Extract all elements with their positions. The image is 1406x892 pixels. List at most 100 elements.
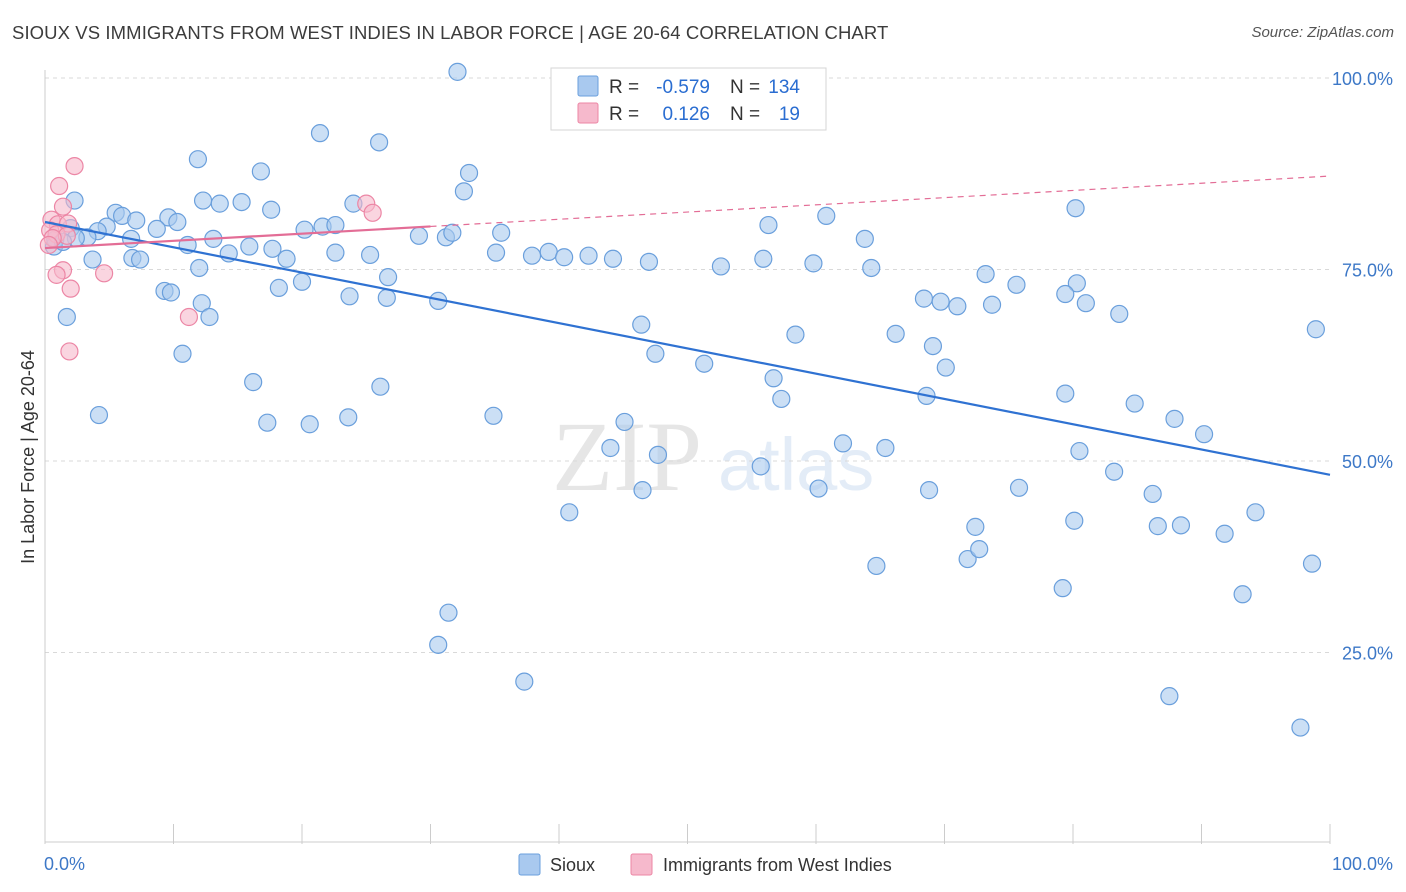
west-indies-point-0 [65, 156, 84, 176]
sioux-point-78 [982, 295, 1002, 314]
sioux-point-110 [876, 438, 895, 458]
sioux-point-126 [958, 549, 977, 569]
sioux-point-135 [1291, 718, 1310, 737]
y-tick-label-50: 50.0% [1342, 452, 1393, 472]
sioux-point-43 [83, 250, 102, 269]
sioux-point-28 [409, 226, 429, 245]
sioux-point-16 [168, 212, 187, 232]
sioux-point-66 [976, 264, 995, 284]
sioux-point-3 [188, 150, 208, 169]
sioux-point-106 [833, 434, 853, 453]
legend-r-value-west-indies: 0.126 [662, 104, 710, 125]
sioux-point-30 [443, 223, 462, 242]
sioux-point-85 [886, 324, 905, 343]
sioux-point-97 [89, 405, 109, 425]
sioux-point-18 [817, 206, 836, 225]
sioux-point-67 [1007, 275, 1026, 294]
x-tick-label-max: 100.0% [1332, 854, 1393, 874]
sioux-point-5 [459, 163, 479, 183]
sioux-point-129 [1302, 554, 1322, 573]
y-tick-label-25: 25.0% [1342, 644, 1393, 664]
x-ticks [44, 824, 1331, 844]
sioux-point-119 [966, 517, 985, 536]
sioux-point-134 [1233, 585, 1252, 604]
sioux-point-91 [936, 358, 955, 377]
sioux-point-52 [522, 246, 542, 265]
sioux-trend-line [44, 220, 1331, 476]
sioux-point-55 [579, 246, 598, 265]
sioux-point-101 [484, 406, 503, 425]
west-indies-trend-line-extension [430, 175, 1331, 228]
sioux-point-111 [1070, 441, 1089, 461]
sioux-point-14 [127, 211, 146, 230]
sioux-point-121 [1148, 517, 1167, 536]
sioux-point-90 [764, 369, 783, 388]
sioux-point-115 [919, 481, 939, 500]
sioux-point-25 [295, 220, 314, 239]
sioux-point-23 [147, 219, 166, 239]
sioux-point-125 [867, 556, 886, 576]
legend-n-value-west-indies: 19 [779, 104, 800, 125]
sioux-point-80 [57, 307, 76, 327]
sioux-point-114 [809, 479, 828, 498]
legend-r-label-west-indies: R = [609, 104, 639, 125]
sioux-point-6 [454, 182, 474, 201]
sioux-point-124 [1246, 503, 1265, 522]
west-indies-point-18 [60, 342, 79, 361]
sioux-point-65 [378, 268, 398, 287]
chart-title: SIOUX VS IMMIGRANTS FROM WEST INDIES IN … [12, 22, 889, 43]
sioux-point-130 [439, 603, 458, 622]
sioux-point-61 [862, 258, 881, 278]
west-indies-point-17 [179, 307, 199, 327]
legend-n-value-sioux: 134 [768, 77, 800, 98]
sioux-point-74 [914, 289, 934, 308]
bottom-legend-swatch-sioux [518, 853, 541, 876]
sioux-point-64 [292, 272, 312, 291]
legend-swatch-west-indies [577, 102, 599, 124]
west-indies-point-14 [47, 265, 66, 284]
sioux-point-102 [615, 412, 634, 432]
sioux-point-92 [244, 373, 263, 392]
source-label: Source: ZipAtlas.com [1251, 24, 1394, 41]
series-legend: Sioux Immigrants from West Indies [518, 853, 892, 876]
sioux-point-51 [486, 243, 506, 262]
sioux-point-86 [923, 337, 943, 356]
sioux-point-82 [200, 307, 219, 327]
west-indies-trend-line [44, 225, 431, 250]
sioux-point-133 [1160, 687, 1179, 706]
sioux-point-132 [515, 672, 534, 691]
sioux-point-120 [1065, 511, 1084, 530]
sioux-point-113 [633, 481, 652, 500]
sioux-point-89 [695, 354, 714, 373]
sioux-point-122 [1171, 516, 1191, 535]
sioux-point-116 [1009, 478, 1029, 497]
sioux-point-70 [269, 278, 288, 297]
sioux-point-62 [1067, 274, 1086, 293]
sioux-point-40 [263, 239, 282, 258]
bottom-legend-swatch-west-indies [630, 853, 653, 876]
sioux-point-88 [646, 344, 665, 363]
sioux-point-10 [232, 192, 251, 212]
sioux-point-0 [448, 62, 467, 81]
sioux-point-76 [948, 297, 967, 316]
correlation-legend: R = -0.579 N = 134 R = 0.126 N = 19 [550, 67, 827, 131]
sioux-point-1 [310, 124, 330, 143]
sioux-point-127 [970, 539, 989, 559]
sioux-point-60 [804, 254, 823, 273]
sioux-point-57 [639, 252, 659, 271]
sioux-point-77 [1076, 294, 1095, 313]
west-indies-point-10 [39, 235, 58, 255]
sioux-point-33 [855, 229, 874, 248]
west-indies-point-12 [363, 203, 382, 222]
sioux-point-94 [772, 389, 791, 409]
west-indies-point-15 [61, 279, 80, 298]
legend-n-label-west-indies: N = [730, 104, 760, 125]
sioux-point-69 [161, 283, 181, 302]
legend-n-label-sioux: N = [730, 77, 760, 98]
x-tick-label-min: 0.0% [44, 854, 85, 874]
sioux-point-53 [539, 242, 558, 261]
sioux-point-108 [648, 445, 668, 464]
trend-lines [44, 175, 1331, 476]
sioux-point-100 [339, 408, 358, 427]
